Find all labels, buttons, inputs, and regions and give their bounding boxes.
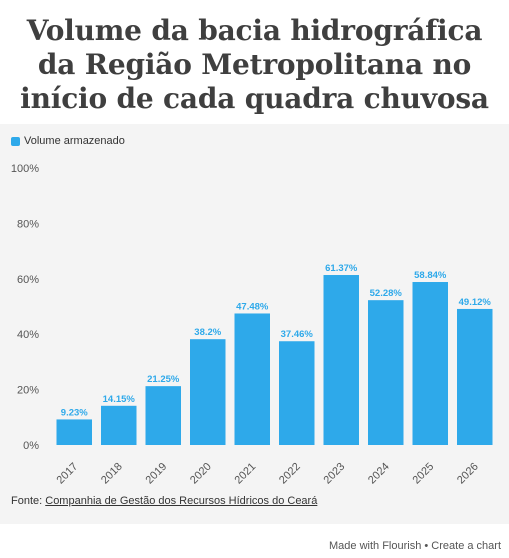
- chart-title: Volume da bacia hidrográfica da Região M…: [20, 14, 489, 115]
- bar-value-label: 21.25%: [147, 374, 180, 385]
- x-tick-label: 2018: [99, 461, 125, 487]
- bar[interactable]: [145, 386, 182, 445]
- y-tick-label: 60%: [17, 274, 39, 286]
- title-wrap: Volume da bacia hidrográfica da Região M…: [0, 14, 509, 116]
- bar[interactable]: [234, 313, 271, 445]
- bar-value-label: 37.46%: [281, 329, 314, 340]
- bar-value-label: 47.48%: [236, 301, 269, 312]
- flourish-footer: Made with Flourish • Create a chart: [329, 540, 501, 552]
- source-note: Fonte: Companhia de Gestão dos Recursos …: [11, 495, 317, 507]
- bar-value-label: 49.12%: [459, 297, 492, 308]
- x-tick-label: 2023: [322, 461, 348, 487]
- bar[interactable]: [368, 300, 404, 445]
- x-tick-label: 2024: [366, 461, 392, 487]
- y-tick-label: 100%: [11, 163, 39, 175]
- footer-separator: •: [421, 540, 432, 552]
- bar[interactable]: [190, 339, 226, 445]
- y-tick-label: 80%: [17, 218, 39, 230]
- bar-value-label: 58.84%: [414, 270, 447, 281]
- y-tick-label: 0%: [23, 440, 39, 452]
- bar[interactable]: [412, 282, 449, 445]
- bar-value-label: 52.28%: [370, 288, 403, 299]
- bar-value-label: 38.2%: [194, 327, 221, 338]
- legend-swatch: [11, 136, 20, 146]
- x-tick-label: 2021: [233, 461, 259, 487]
- bar-value-label: 14.15%: [103, 394, 136, 405]
- legend-label: Volume armazenado: [24, 135, 125, 147]
- bar-value-label: 9.23%: [61, 407, 88, 418]
- bar[interactable]: [457, 308, 493, 445]
- legend[interactable]: Volume armazenado: [11, 135, 125, 147]
- bar[interactable]: [279, 341, 315, 445]
- x-tick-label: 2026: [455, 461, 481, 487]
- y-tick-label: 20%: [17, 385, 39, 397]
- made-with-flourish-link[interactable]: Made with Flourish: [329, 540, 422, 552]
- bar[interactable]: [101, 405, 137, 445]
- bar[interactable]: [323, 275, 360, 445]
- x-tick-label: 2017: [55, 461, 81, 487]
- source-prefix: Fonte:: [11, 495, 46, 507]
- y-tick-label: 40%: [17, 329, 39, 341]
- x-tick-label: 2019: [144, 461, 170, 487]
- x-tick-label: 2020: [188, 461, 214, 487]
- source-link[interactable]: Companhia de Gestão dos Recursos Hídrico…: [45, 495, 318, 507]
- x-tick-label: 2022: [277, 461, 303, 487]
- x-tick-label: 2025: [411, 461, 437, 487]
- create-chart-link[interactable]: Create a chart: [431, 540, 501, 552]
- bar[interactable]: [56, 419, 93, 445]
- bar-value-label: 61.37%: [325, 263, 358, 274]
